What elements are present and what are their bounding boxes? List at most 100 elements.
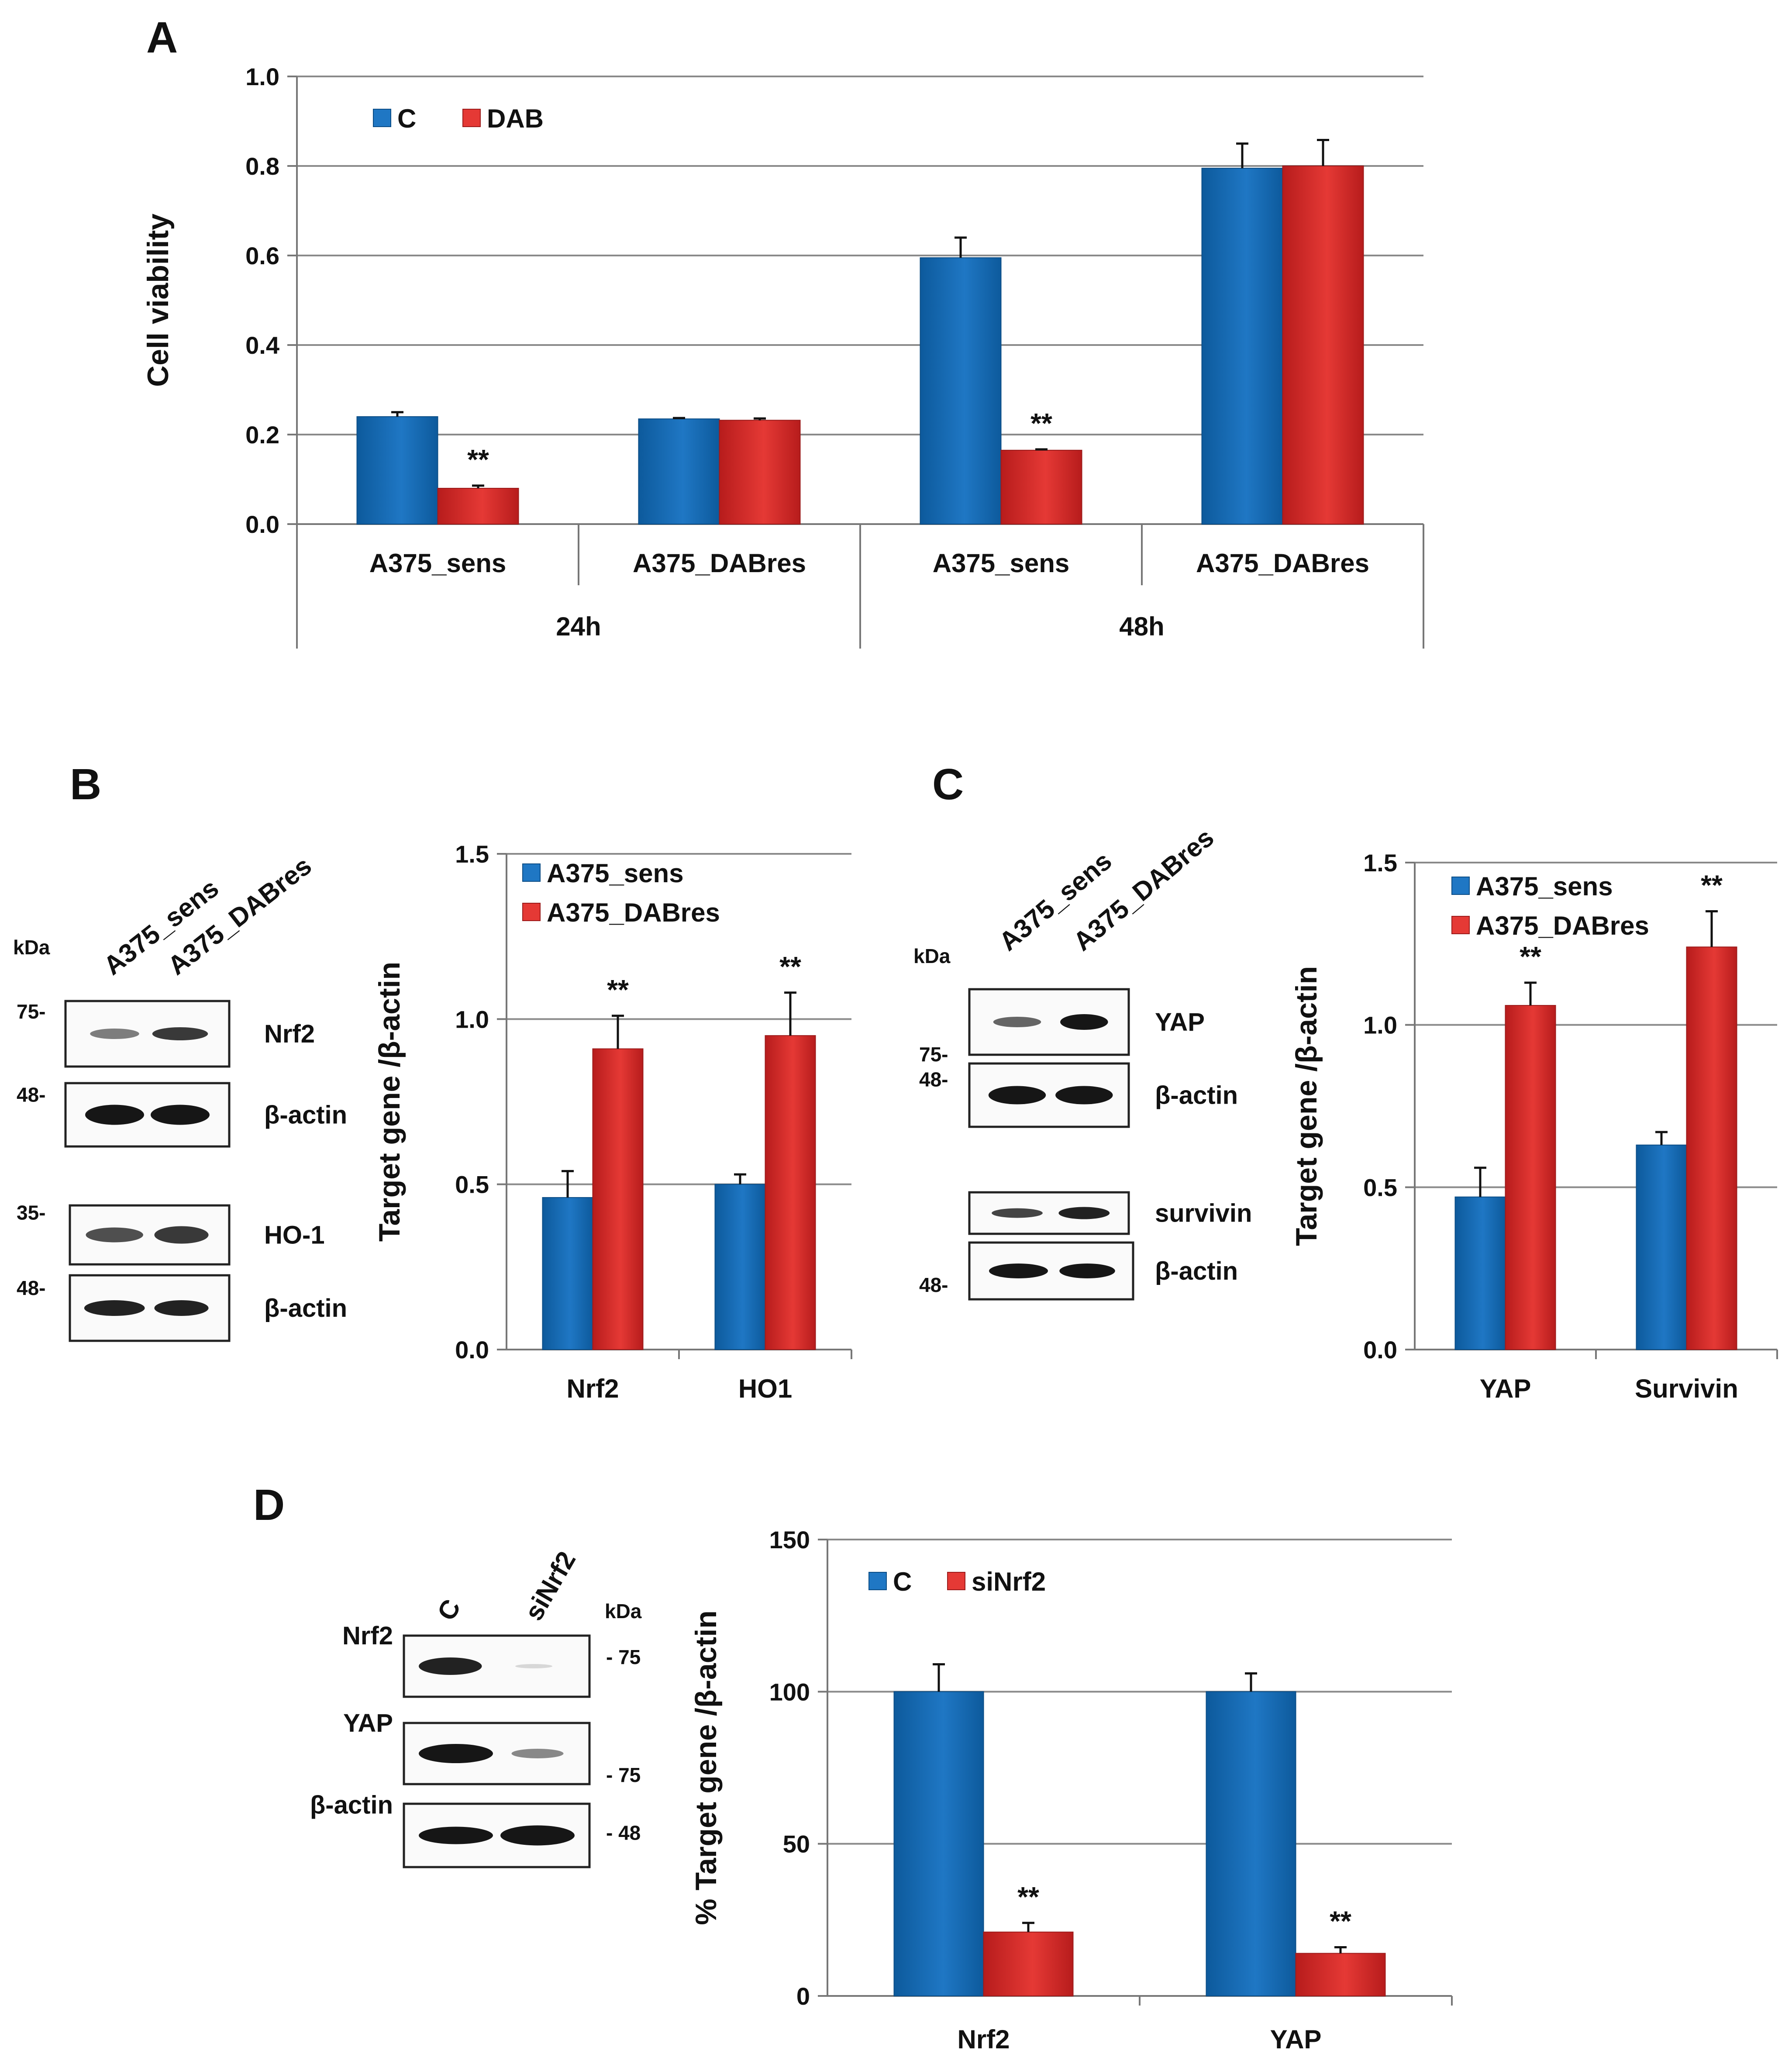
panel-letter-b: B xyxy=(70,760,101,809)
legend-label: A375_DABres xyxy=(1476,911,1649,940)
legend-swatch xyxy=(462,109,481,127)
legend-label: siNrf2 xyxy=(972,1567,1046,1596)
significance-label: ** xyxy=(1701,870,1723,901)
legend-swatch xyxy=(373,109,391,127)
blot-band xyxy=(511,1749,564,1758)
chart-d: 0 50 100 150 % Target gene /β-actin ** Nrf2 ** Y… xyxy=(689,1526,1453,2054)
kda-marker: 75- xyxy=(17,1000,45,1023)
blot-band xyxy=(154,1226,209,1244)
bar xyxy=(714,1184,766,1350)
bar xyxy=(1206,1691,1296,1996)
legend-swatch xyxy=(522,863,541,882)
bar xyxy=(437,488,519,525)
blot-label: β-actin xyxy=(264,1101,347,1129)
blot-band xyxy=(90,1029,139,1039)
blot-band xyxy=(154,1300,209,1316)
blot-band xyxy=(1058,1207,1110,1219)
significance-label: ** xyxy=(467,444,489,475)
y-tick-label: 0.2 xyxy=(245,421,279,449)
kda-marker: 48- xyxy=(17,1277,45,1299)
category-label: Survivin xyxy=(1635,1374,1738,1403)
category-label: A375_sens xyxy=(933,549,1070,578)
y-tick-label: 0.6 xyxy=(245,242,279,269)
western-blot-c: A375_sensA375_DABreskDaYAP75-β-actin48-s… xyxy=(913,823,1252,1301)
blot-band xyxy=(419,1657,482,1675)
kda-label: kDa xyxy=(913,945,951,967)
y-tick-label: 0.0 xyxy=(455,1336,489,1364)
blot-band xyxy=(151,1105,210,1125)
kda-marker: 48- xyxy=(919,1068,948,1091)
legend-label: C xyxy=(893,1567,912,1596)
category-label: Nrf2 xyxy=(566,1374,619,1403)
y-tick-label: 1.0 xyxy=(1363,1012,1397,1039)
legend-label: A375_sens xyxy=(1476,872,1613,901)
legend-swatch xyxy=(1451,877,1470,895)
blot-label: β-actin xyxy=(1155,1081,1238,1110)
bar xyxy=(1636,1144,1687,1350)
panel-letter-c: C xyxy=(932,760,964,809)
category-label: A375_DABres xyxy=(633,549,806,578)
kda-marker: - 48 xyxy=(606,1822,641,1844)
blot-label: β-actin xyxy=(1155,1257,1238,1285)
kda-marker: - 75 xyxy=(606,1646,641,1668)
y-tick-label: 150 xyxy=(769,1526,810,1554)
bar xyxy=(893,1691,984,1996)
legend-swatch xyxy=(868,1572,887,1590)
y-tick-label: 50 xyxy=(783,1830,810,1858)
legend-label: C xyxy=(397,104,416,133)
category-label: A375_DABres xyxy=(1196,549,1369,578)
y-tick-label: 100 xyxy=(769,1678,810,1705)
blot-band xyxy=(85,1105,144,1125)
blot-band xyxy=(1060,1014,1108,1030)
western-blot-b: A375_sensA375_DABreskDaNrf275-β-actin48-… xyxy=(13,851,347,1342)
legend-swatch xyxy=(1451,916,1470,934)
bar xyxy=(1282,166,1364,525)
blot-band xyxy=(993,1017,1041,1027)
blot-band xyxy=(419,1826,493,1844)
group-label: 48h xyxy=(1119,612,1164,641)
legend-label: DAB xyxy=(487,104,544,133)
bar xyxy=(1686,946,1737,1350)
significance-label: ** xyxy=(1330,1906,1351,1937)
y-tick-label: 0.0 xyxy=(1363,1336,1397,1364)
y-tick-label: 0.5 xyxy=(1363,1174,1397,1201)
bar xyxy=(638,418,720,525)
category-label: YAP xyxy=(1270,2025,1322,2054)
bar xyxy=(719,420,801,525)
blot-band xyxy=(515,1664,552,1668)
blot-label: YAP xyxy=(1155,1008,1205,1036)
significance-label: ** xyxy=(1520,941,1541,972)
kda-marker: 48- xyxy=(919,1274,948,1296)
kda-marker: - 75 xyxy=(606,1764,641,1786)
blot-label: β-actin xyxy=(310,1791,393,1819)
y-tick-label: 0 xyxy=(796,1982,810,2010)
y-tick-label: 1.0 xyxy=(455,1005,489,1033)
kda-label: kDa xyxy=(605,1600,642,1623)
y-tick-label: 0.8 xyxy=(245,152,279,180)
blot-band xyxy=(500,1825,575,1846)
bar xyxy=(983,1931,1074,1997)
bar xyxy=(765,1035,816,1350)
legend-label: A375_DABres xyxy=(547,898,720,927)
y-axis-label: Target gene /β-actin xyxy=(1290,966,1323,1246)
chart-b: 0.0 0.5 1.0 1.5 Target gene /β-actin ** Nrf2 **… xyxy=(373,840,852,1403)
blot-label: survivin xyxy=(1155,1199,1252,1228)
category-label: YAP xyxy=(1480,1374,1531,1403)
bar xyxy=(1000,449,1082,525)
significance-label: ** xyxy=(1030,407,1052,439)
lane-label: siNrf2 xyxy=(519,1547,581,1626)
y-axis-label: Cell viability xyxy=(141,214,175,387)
y-tick-label: 1.5 xyxy=(455,840,489,868)
lane-label: C xyxy=(431,1594,466,1625)
bar xyxy=(1505,1005,1556,1350)
blot-band xyxy=(1055,1086,1113,1105)
blot-band xyxy=(84,1300,145,1316)
bar xyxy=(1201,168,1283,525)
significance-label: ** xyxy=(607,974,629,1005)
category-label: A375_sens xyxy=(369,549,507,578)
blot-band xyxy=(988,1086,1046,1105)
y-tick-label: 0.0 xyxy=(245,511,279,538)
chart-c: 0.0 0.5 1.0 1.5 Target gene /β-actin ** YAP ** S… xyxy=(1290,849,1778,1403)
